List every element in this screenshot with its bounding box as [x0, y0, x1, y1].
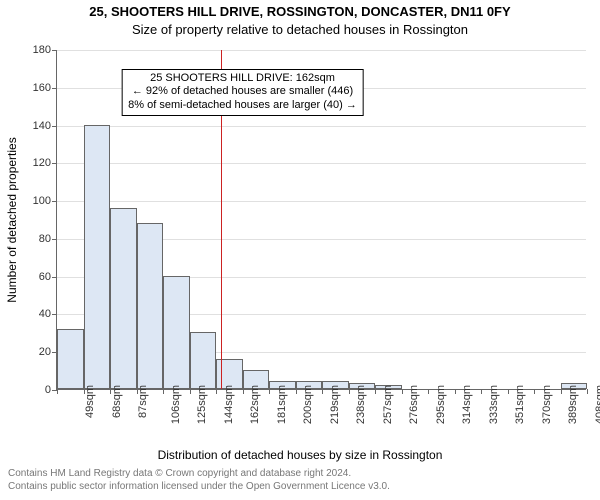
xtick-mark — [561, 389, 562, 394]
ytick-label: 60 — [39, 271, 57, 283]
caption-line-1: Contains HM Land Registry data © Crown c… — [8, 468, 390, 481]
chart-title-line2: Size of property relative to detached ho… — [0, 22, 600, 37]
histogram-bar — [190, 332, 217, 389]
chart-title-line1: 25, SHOOTERS HILL DRIVE, ROSSINGTON, DON… — [0, 4, 600, 19]
xtick-label: 125sqm — [196, 385, 208, 424]
xtick-label: 351sqm — [514, 385, 526, 424]
xtick-mark — [84, 389, 85, 394]
x-axis-label: Distribution of detached houses by size … — [0, 448, 600, 462]
xtick-mark — [269, 389, 270, 394]
xtick-label: 68sqm — [111, 385, 123, 418]
xtick-label: 238sqm — [355, 385, 367, 424]
xtick-label: 162sqm — [249, 385, 261, 424]
xtick-mark — [57, 389, 58, 394]
annotation-line: 8% of semi-detached houses are larger (4… — [128, 99, 357, 113]
histogram-bar — [137, 223, 164, 389]
ytick-label: 40 — [39, 308, 57, 320]
xtick-label: 257sqm — [382, 385, 394, 424]
ytick-label: 80 — [39, 233, 57, 245]
xtick-label: 276sqm — [408, 385, 420, 424]
xtick-label: 333sqm — [488, 385, 500, 424]
xtick-label: 295sqm — [435, 385, 447, 424]
gridline-h — [57, 126, 586, 127]
ytick-label: 100 — [33, 195, 57, 207]
xtick-label: 314sqm — [461, 385, 473, 424]
plot-area: 02040608010012014016018049sqm68sqm87sqm1… — [56, 50, 586, 390]
gridline-h — [57, 201, 586, 202]
xtick-label: 87sqm — [137, 385, 149, 418]
ytick-label: 140 — [33, 120, 57, 132]
xtick-mark — [216, 389, 217, 394]
annotation-line: ← 92% of detached houses are smaller (44… — [128, 85, 357, 99]
xtick-mark — [481, 389, 482, 394]
xtick-label: 106sqm — [170, 385, 182, 424]
xtick-mark — [375, 389, 376, 394]
xtick-mark — [243, 389, 244, 394]
y-axis-label: Number of detached properties — [5, 137, 19, 302]
xtick-mark — [428, 389, 429, 394]
xtick-mark — [163, 389, 164, 394]
ytick-label: 180 — [33, 44, 57, 56]
xtick-mark — [322, 389, 323, 394]
caption-line-2: Contains public sector information licen… — [8, 481, 390, 494]
xtick-mark — [402, 389, 403, 394]
ytick-label: 20 — [39, 346, 57, 358]
ytick-label: 120 — [33, 157, 57, 169]
annotation-line: 25 SHOOTERS HILL DRIVE: 162sqm — [128, 72, 357, 86]
gridline-h — [57, 163, 586, 164]
histogram-bar — [110, 208, 137, 389]
xtick-mark — [508, 389, 509, 394]
xtick-mark — [137, 389, 138, 394]
xtick-mark — [110, 389, 111, 394]
xtick-label: 389sqm — [567, 385, 579, 424]
ytick-label: 160 — [33, 82, 57, 94]
xtick-label: 144sqm — [223, 385, 235, 424]
xtick-label: 370sqm — [541, 385, 553, 424]
xtick-mark — [587, 389, 588, 394]
xtick-label: 408sqm — [594, 385, 600, 424]
xtick-mark — [296, 389, 297, 394]
xtick-label: 200sqm — [302, 385, 314, 424]
xtick-mark — [349, 389, 350, 394]
histogram-bar — [84, 125, 111, 389]
xtick-mark — [190, 389, 191, 394]
xtick-mark — [534, 389, 535, 394]
annotation-box: 25 SHOOTERS HILL DRIVE: 162sqm← 92% of d… — [121, 69, 364, 116]
ytick-label: 0 — [45, 384, 57, 396]
histogram-bar — [57, 329, 84, 389]
xtick-label: 181sqm — [276, 385, 288, 424]
histogram-bar — [163, 276, 190, 389]
xtick-label: 219sqm — [329, 385, 341, 424]
gridline-h — [57, 50, 586, 51]
chart-container: 25, SHOOTERS HILL DRIVE, ROSSINGTON, DON… — [0, 0, 600, 500]
xtick-mark — [455, 389, 456, 394]
attribution-caption: Contains HM Land Registry data © Crown c… — [0, 468, 390, 493]
xtick-label: 49sqm — [84, 385, 96, 418]
